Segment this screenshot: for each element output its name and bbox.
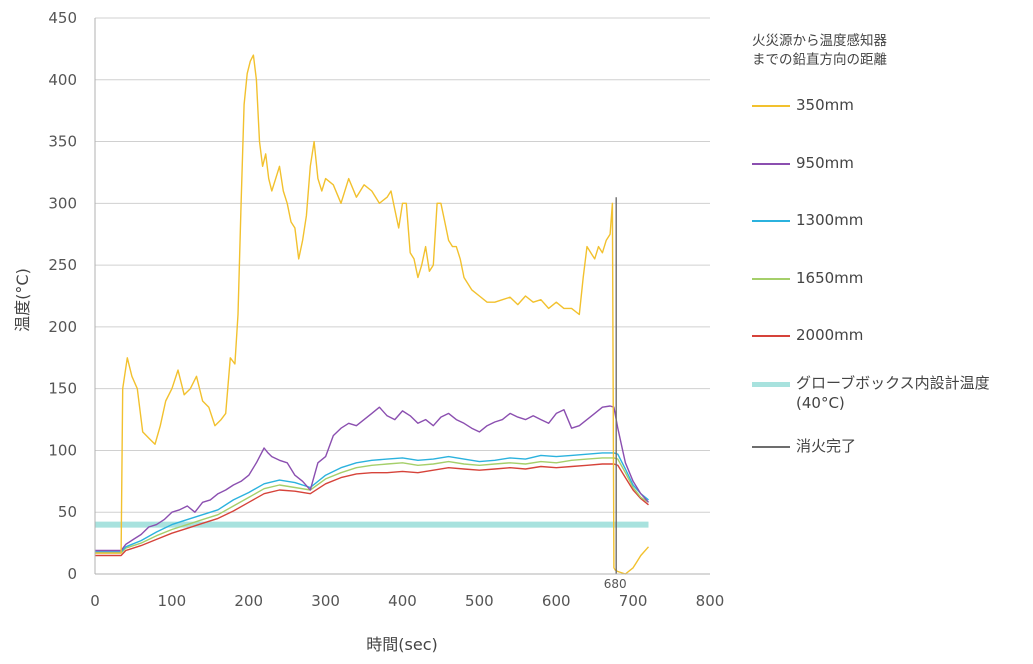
y-tick-label-3: 150 xyxy=(48,380,77,398)
x-tick-label-4: 400 xyxy=(388,592,417,610)
legend-label-3: 1650mm xyxy=(796,269,864,287)
legend-swatch-4 xyxy=(752,335,790,337)
legend-item-3: 1650mm xyxy=(752,268,863,288)
legend-label-0: 350mm xyxy=(796,96,854,114)
tick-labels: 0 100 200 300 400 500 600 700 800 0 50 100 150 200 250… xyxy=(48,9,724,610)
y-tick-label-1: 50 xyxy=(58,503,77,521)
legend-swatch-5 xyxy=(752,382,790,387)
legend-label-2: 1300mm xyxy=(796,211,864,229)
x-tick-label-0: 0 xyxy=(90,592,100,610)
x-tick-label-6: 600 xyxy=(542,592,571,610)
y-tick-label-7: 350 xyxy=(48,133,77,151)
legend-item-5: グローブボックス内設計温度 (40°C) xyxy=(752,373,990,413)
x-tick-label-1: 100 xyxy=(158,592,187,610)
series-line-0 xyxy=(95,54,650,575)
series-line-1 xyxy=(95,405,650,552)
legend-swatch-0 xyxy=(752,105,790,107)
y-tick-label-6: 300 xyxy=(48,194,77,212)
legend-label-4: 2000mm xyxy=(796,326,864,344)
legend-swatch-2 xyxy=(752,220,790,222)
legend-item-0: 350mm xyxy=(752,95,854,115)
x-tick-label-8: 800 xyxy=(696,592,725,610)
extinguish-time-annotation: 680 xyxy=(604,577,627,591)
legend-swatch-1 xyxy=(752,163,790,165)
legend-label-5: グローブボックス内設計温度 (40°C) xyxy=(796,374,990,412)
y-tick-label-4: 200 xyxy=(48,318,77,336)
axes xyxy=(94,18,710,575)
y-tick-label-5: 250 xyxy=(48,256,77,274)
y-tick-label-8: 400 xyxy=(48,71,77,89)
x-tick-label-3: 300 xyxy=(311,592,340,610)
legend-label-6: 消火完了 xyxy=(796,437,857,455)
y-tick-label-9: 450 xyxy=(48,9,77,27)
y-tick-label-2: 100 xyxy=(48,441,77,459)
legend-swatch-3 xyxy=(752,278,790,280)
x-axis-label: 時間(sec) xyxy=(366,635,437,654)
legend-title: 火災源から温度感知器 までの鉛直方向の距離 xyxy=(752,33,887,68)
legend-item-2: 1300mm xyxy=(752,210,863,230)
y-axis-label: 温度(°C) xyxy=(13,268,32,332)
x-tick-label-7: 700 xyxy=(619,592,648,610)
legend: 火災源から温度感知器 までの鉛直方向の距離 350mm 950mm 1300mm 16… xyxy=(752,32,1032,455)
series-line-3 xyxy=(95,457,649,554)
x-tick-label-5: 500 xyxy=(465,592,494,610)
y-tick-label-0: 0 xyxy=(67,565,77,583)
series-line-4 xyxy=(95,463,649,557)
series-line-2 xyxy=(95,452,649,553)
legend-item-6: 消火完了 xyxy=(752,436,856,456)
series-layer xyxy=(95,54,650,575)
x-tick-label-2: 200 xyxy=(234,592,263,610)
legend-item-4: 2000mm xyxy=(752,325,863,345)
grid-lines xyxy=(95,17,710,513)
legend-swatch-6 xyxy=(752,446,790,448)
legend-item-1: 950mm xyxy=(752,153,854,173)
legend-label-1: 950mm xyxy=(796,154,854,172)
